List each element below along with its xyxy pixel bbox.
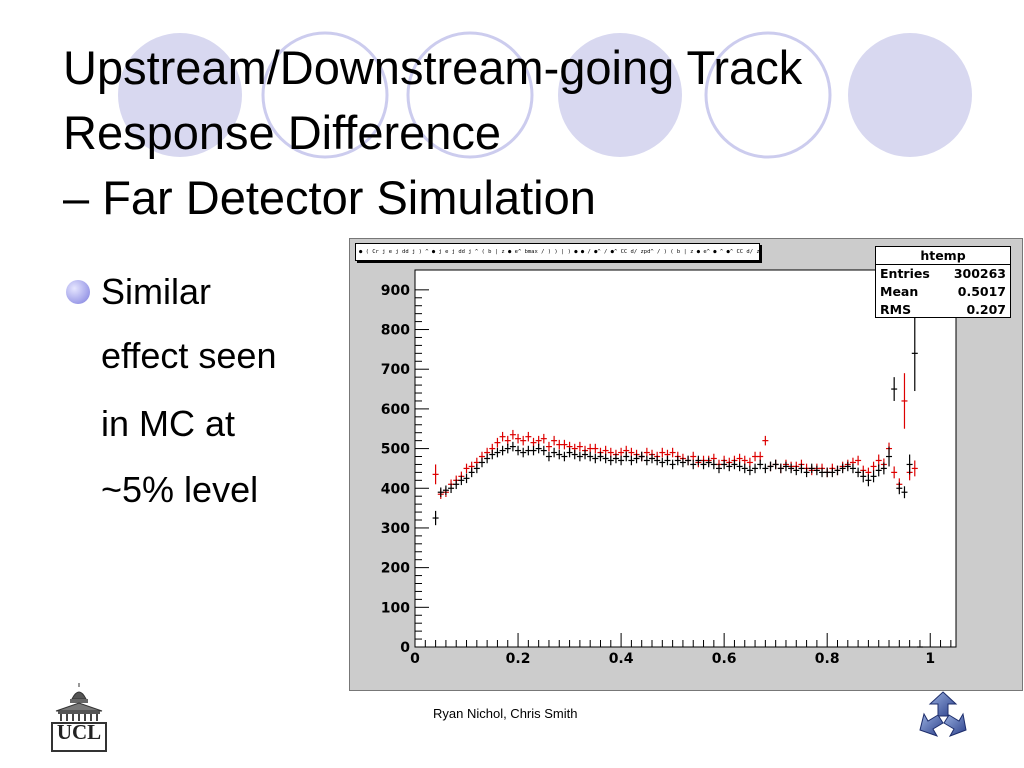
stats-row-rms: RMS 0.207 xyxy=(876,301,1010,319)
y-tick-label: 600 xyxy=(381,402,410,418)
footer-authors: Ryan Nichol, Chris Smith xyxy=(433,706,578,721)
x-tick-label: 0 xyxy=(410,651,420,667)
y-tick-label: 400 xyxy=(381,481,410,497)
y-tick-label: 300 xyxy=(381,521,410,537)
y-tick-label: 200 xyxy=(381,561,410,577)
bullet-line-2: effect seen xyxy=(101,335,277,376)
y-tick-label: 900 xyxy=(381,283,410,299)
ucl-logo-text: UCL xyxy=(56,720,102,744)
stats-label: RMS xyxy=(880,302,912,317)
stats-value: 0.207 xyxy=(966,302,1006,317)
bullet-line-1: Similar xyxy=(101,271,212,312)
x-tick-label: 0.4 xyxy=(609,651,634,667)
deco-circle xyxy=(558,33,682,157)
deco-circle xyxy=(261,31,389,159)
draw-command-header: ● ( Cr j e j dd j ) ^ ● j e j dd j ^ ( b… xyxy=(355,243,760,261)
y-tick-label: 500 xyxy=(381,442,410,458)
deco-circle xyxy=(704,31,832,159)
stats-label: Entries xyxy=(880,266,930,281)
bullet-line-3: in MC at xyxy=(101,403,236,444)
stats-row-mean: Mean 0.5017 xyxy=(876,283,1010,301)
minos-logo-icon xyxy=(919,691,967,737)
y-tick-label: 800 xyxy=(381,323,410,339)
y-tick-label: 0 xyxy=(400,640,410,656)
stats-box: htemp Entries 300263 Mean 0.5017 RMS 0.2… xyxy=(875,246,1011,318)
stats-value: 0.5017 xyxy=(957,284,1006,299)
deco-circle xyxy=(406,31,534,159)
x-tick-label: 0.2 xyxy=(506,651,531,667)
x-tick-label: 0.8 xyxy=(815,651,840,667)
y-tick-label: 700 xyxy=(381,362,410,378)
stats-row-entries: Entries 300263 xyxy=(876,265,1010,283)
bullet-dot-icon xyxy=(66,280,90,304)
deco-circle xyxy=(118,33,242,157)
bullet-line-4: ~5% level xyxy=(101,469,259,510)
x-tick-label: 1 xyxy=(925,651,935,667)
stats-title: htemp xyxy=(876,247,1010,265)
deco-circle xyxy=(848,33,972,157)
slide-title-line-1: Upstream/Downstream-going Track xyxy=(63,41,803,94)
stats-label: Mean xyxy=(880,284,919,299)
ucl-portico-logo-icon xyxy=(51,683,107,752)
slide-title-line-2: Response Difference xyxy=(63,106,502,159)
x-tick-label: 0.6 xyxy=(712,651,737,667)
slide-title-line-3: – Far Detector Simulation xyxy=(63,171,596,224)
y-tick-label: 100 xyxy=(381,600,410,616)
stats-value: 300263 xyxy=(953,266,1006,281)
